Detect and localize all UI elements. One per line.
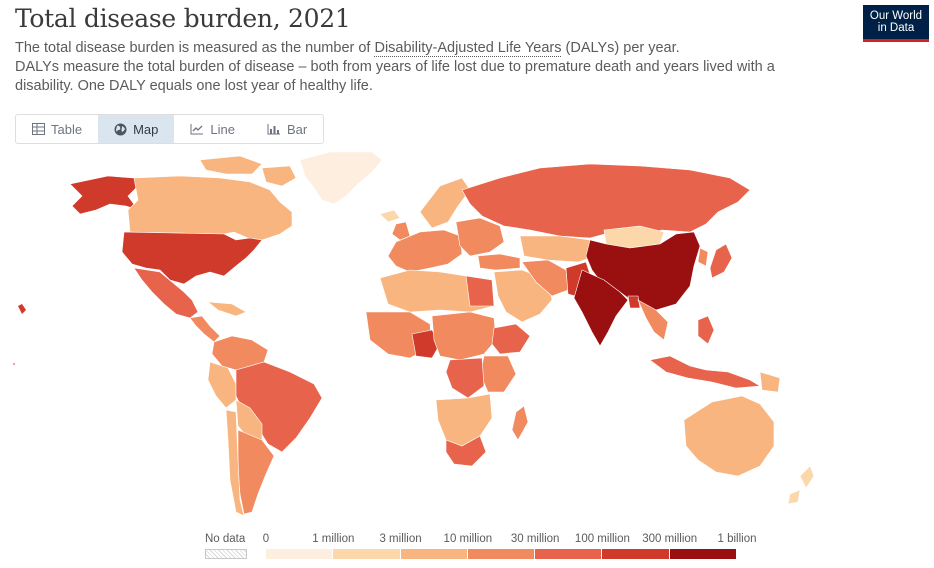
legend-tick-label: 1 billion	[717, 533, 757, 545]
region-hawaii[interactable]	[18, 304, 26, 314]
region-india[interactable]	[573, 269, 629, 347]
tab-line[interactable]: Line	[174, 115, 251, 143]
region-east-africa[interactable]	[479, 355, 517, 393]
region-western-europe[interactable]	[387, 229, 463, 273]
region-korea[interactable]	[697, 247, 709, 267]
region-papua-new-guinea[interactable]	[759, 371, 781, 393]
legend-tick-label: 10 million	[443, 533, 493, 545]
region-canada[interactable]	[127, 175, 293, 241]
region-caribbean[interactable]	[207, 301, 247, 317]
legend-tick-label: 0	[262, 533, 270, 545]
region-madagascar[interactable]	[511, 405, 529, 441]
region-nordics[interactable]	[419, 177, 471, 229]
legend-tick-label: 30 million	[510, 533, 560, 545]
tab-table-label: Table	[51, 121, 83, 137]
globe-icon	[114, 123, 127, 136]
tab-table[interactable]: Table	[16, 115, 98, 143]
region-mexico[interactable]	[133, 267, 199, 319]
legend-bin-4[interactable]	[535, 549, 602, 559]
region-new-zealand[interactable]	[787, 465, 815, 505]
region-turkey[interactable]	[477, 253, 521, 271]
tab-bar[interactable]: Bar	[251, 115, 323, 143]
chart-subtitle: The total disease burden is measured as …	[15, 39, 775, 96]
legend-tick-label: 300 million	[642, 533, 698, 545]
tab-line-label: Line	[210, 121, 235, 137]
legend-tick-label: 1 million	[312, 533, 355, 545]
table-icon	[32, 123, 45, 135]
legend-bin-1[interactable]	[333, 549, 400, 559]
tab-map[interactable]: Map	[98, 115, 175, 143]
subtitle-lead: The total disease burden is measured as …	[15, 40, 375, 56]
region-alaska[interactable]	[69, 175, 139, 215]
region-russia[interactable]	[461, 163, 751, 239]
region-central-africa[interactable]	[431, 311, 497, 361]
region-eastern-europe[interactable]	[455, 217, 505, 257]
region-southeast-asia[interactable]	[637, 299, 669, 341]
region-dr-congo[interactable]	[445, 357, 485, 399]
tab-map-label: Map	[133, 121, 159, 137]
region-egypt[interactable]	[465, 275, 495, 307]
region-iceland[interactable]	[379, 209, 401, 223]
region-central-asia[interactable]	[519, 235, 597, 263]
subtitle-rest: DALYs measure the total burden of diseas…	[15, 59, 775, 94]
world-map	[13, 151, 815, 517]
region-philippines[interactable]	[697, 315, 715, 345]
chart-title: Total disease burden, 2021	[15, 4, 351, 33]
legend-bin-3[interactable]	[467, 549, 535, 559]
region-usa[interactable]	[121, 231, 263, 285]
region-central-america[interactable]	[189, 315, 221, 343]
legend-bin-0[interactable]	[266, 549, 333, 559]
region-peru[interactable]	[207, 361, 237, 409]
legend-bin-6[interactable]	[669, 549, 736, 559]
owid-logo[interactable]: Our World in Data	[863, 5, 929, 42]
region-ethiopia[interactable]	[491, 323, 531, 355]
chart-type-tabs: Table Map Line Bar	[15, 114, 325, 144]
logo-line-2: in Data	[877, 22, 915, 34]
region-japan[interactable]	[709, 243, 733, 279]
region-chile[interactable]	[225, 409, 245, 517]
legend-tick-label: 100 million	[574, 533, 630, 545]
legend-no-data-label: No data	[205, 533, 246, 545]
line-chart-icon	[190, 123, 204, 135]
dalys-definition-link[interactable]: Disability-Adjusted Life Years	[374, 40, 562, 57]
legend-bin-2[interactable]	[400, 549, 467, 559]
region-bangladesh[interactable]	[627, 295, 641, 309]
region-nigeria[interactable]	[411, 329, 441, 359]
tab-bar-label: Bar	[286, 121, 308, 137]
bar-chart-icon	[267, 123, 281, 135]
legend-tick-label: 3 million	[379, 533, 422, 545]
region-greenland[interactable]	[299, 151, 383, 205]
region-australia[interactable]	[683, 395, 775, 477]
region-pacific-islet[interactable]	[13, 363, 15, 365]
legend-bin-5[interactable]	[602, 549, 669, 559]
region-southern-africa[interactable]	[435, 393, 493, 447]
legend-no-data-swatch	[205, 549, 247, 559]
region-south-africa[interactable]	[445, 435, 487, 467]
region-indonesia[interactable]	[649, 355, 761, 389]
region-canada-islands[interactable]	[199, 155, 297, 187]
logo-line-1: Our World	[869, 10, 923, 22]
subtitle-mid: (DALYs) per year.	[561, 40, 680, 56]
